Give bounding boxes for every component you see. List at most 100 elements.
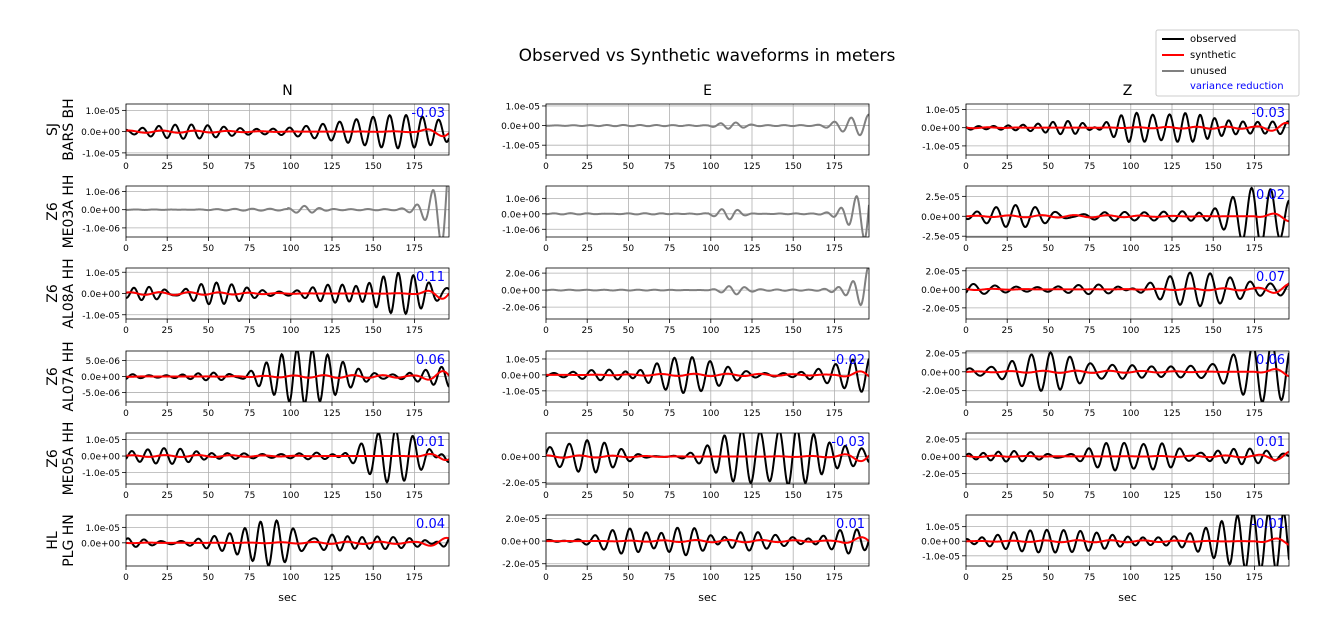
panel-r3-c2: 0 25 50 75 100 125 150 175 2.0e-05 0.0e+00 -2.0e-0… (921, 349, 1290, 419)
x-tick-label: 175 (406, 491, 423, 501)
y-tick-label: 2.0e-05 (925, 267, 960, 277)
observed-trace (126, 351, 449, 402)
x-axis-label: sec (1118, 591, 1137, 604)
variance-reduction-label: 0.01 (836, 517, 865, 532)
x-tick-label: 25 (161, 162, 172, 172)
x-tick-label: 0 (543, 491, 549, 501)
panel-frame (545, 185, 870, 238)
x-tick-label: 100 (702, 162, 719, 172)
column-title-e: E (703, 83, 712, 99)
x-tick-label: 175 (406, 326, 423, 336)
x-tick-label: 125 (1163, 162, 1180, 172)
station-label-1: Z6 ME03A HH (45, 175, 77, 249)
x-tick-label: 50 (623, 491, 635, 501)
x-tick-label: 0 (963, 491, 969, 501)
y-tick-label: 0.0e+00 (921, 538, 960, 548)
panel-frame (125, 103, 450, 156)
variance-reduction-label: -0.03 (1251, 106, 1285, 121)
x-tick-label: 75 (1084, 409, 1095, 419)
x-tick-label: 25 (161, 409, 172, 419)
x-tick-label: 25 (581, 491, 592, 501)
x-tick-label: 175 (826, 409, 843, 419)
y-tick-label: 0.0e+00 (501, 122, 540, 132)
x-tick-label: 175 (826, 573, 843, 583)
x-tick-label: 175 (1246, 244, 1263, 254)
panel-frame (965, 103, 1290, 156)
observed-trace (966, 441, 1289, 472)
panel-r5-c0: 0 25 50 75 100 125 150 175 1.0e-05 0.0e+00 0.04 (81, 514, 450, 583)
station-label-4: Z6 ME05A HH (45, 422, 77, 496)
x-tick-label: 75 (664, 573, 675, 583)
y-tick-label: 1.0e-05 (85, 269, 120, 279)
x-tick-label: 75 (1084, 244, 1095, 254)
x-tick-label: 50 (1043, 491, 1055, 501)
observed-trace (546, 356, 869, 394)
synthetic-trace (126, 370, 449, 381)
x-tick-label: 150 (1205, 491, 1222, 501)
y-tick-label: 0.0e+00 (501, 210, 540, 220)
y-tick-label: 2.0e-06 (505, 270, 540, 280)
observed-trace (546, 526, 869, 557)
y-tick-label: -1.0e-05 (922, 142, 960, 152)
x-tick-label: 150 (365, 409, 382, 419)
y-tick-label: -1.0e-06 (82, 224, 120, 234)
x-tick-label: 75 (244, 244, 255, 254)
x-tick-label: 150 (365, 326, 382, 336)
x-tick-label: 50 (203, 326, 215, 336)
y-tick-label: 0.0e+00 (921, 124, 960, 134)
x-tick-label: 25 (1001, 162, 1012, 172)
variance-reduction-label: 0.01 (1256, 435, 1285, 450)
panel-r0-c1: 0 25 50 75 100 125 150 175 1.0e-05 0.0e+00 -1.0e-0… (501, 102, 870, 172)
x-tick-label: 150 (365, 244, 382, 254)
x-tick-label: 175 (826, 162, 843, 172)
synthetic-trace (126, 128, 449, 138)
synthetic-trace (966, 537, 1289, 546)
panel-r3-c1: 0 25 50 75 100 125 150 175 1.0e-05 0.0e+00 -1.0e-0… (501, 350, 870, 419)
x-tick-label: 175 (406, 162, 423, 172)
x-tick-label: 100 (702, 244, 719, 254)
x-tick-label: 50 (203, 573, 215, 583)
x-tick-label: 100 (282, 409, 299, 419)
y-tick-label: -1.0e-06 (502, 226, 540, 236)
y-tick-label: 1.0e-05 (505, 102, 540, 112)
panel-r5-c2: 0 25 50 75 100 125 150 175 1.0e-05 0.0e+00 -1.0e-0… (921, 514, 1290, 583)
y-tick-label: 5.0e-06 (85, 357, 120, 367)
x-tick-label: 150 (785, 162, 802, 172)
panel-r2-c1: 0 25 50 75 100 125 150 175 2.0e-06 0.0e+00 -2.0e-0… (501, 267, 870, 336)
x-axis-label: sec (278, 591, 297, 604)
panel-frame (965, 185, 1290, 238)
x-tick-label: 150 (365, 491, 382, 501)
station-label-5: HL PLG HN (45, 514, 77, 567)
y-tick-label: 0.0e+00 (81, 373, 120, 383)
x-tick-label: 175 (826, 326, 843, 336)
x-tick-label: 100 (282, 573, 299, 583)
station-code-label: ME03A HH (61, 175, 77, 249)
x-tick-label: 150 (365, 573, 382, 583)
y-tick-label: -2.5e-05 (922, 233, 960, 243)
x-tick-label: 100 (1122, 573, 1139, 583)
synthetic-trace (966, 212, 1289, 223)
observed-trace (546, 433, 869, 484)
x-tick-label: 100 (1122, 409, 1139, 419)
x-tick-label: 0 (963, 573, 969, 583)
synthetic-trace (126, 452, 449, 462)
x-tick-label: 100 (1122, 162, 1139, 172)
y-tick-label: 0.0e+00 (921, 213, 960, 223)
x-tick-label: 150 (785, 244, 802, 254)
y-tick-label: -1.0e-05 (82, 469, 120, 479)
variance-reduction-label: 0.02 (1256, 188, 1285, 203)
y-tick-label: 1.0e-05 (505, 355, 540, 365)
x-tick-label: 50 (1043, 409, 1055, 419)
y-tick-label: -1.0e-05 (82, 311, 120, 321)
x-tick-label: 25 (581, 244, 592, 254)
panel-frame (125, 432, 450, 485)
y-tick-label: 2.0e-05 (505, 515, 540, 525)
observed-trace (126, 433, 449, 484)
variance-reduction-label: 0.11 (416, 270, 445, 285)
unused-trace (546, 194, 869, 237)
x-tick-label: 0 (123, 573, 129, 583)
y-tick-label: 1.0e-05 (925, 523, 960, 533)
x-tick-label: 100 (702, 491, 719, 501)
y-tick-label: 0.0e+00 (501, 371, 540, 381)
x-tick-label: 50 (623, 244, 635, 254)
